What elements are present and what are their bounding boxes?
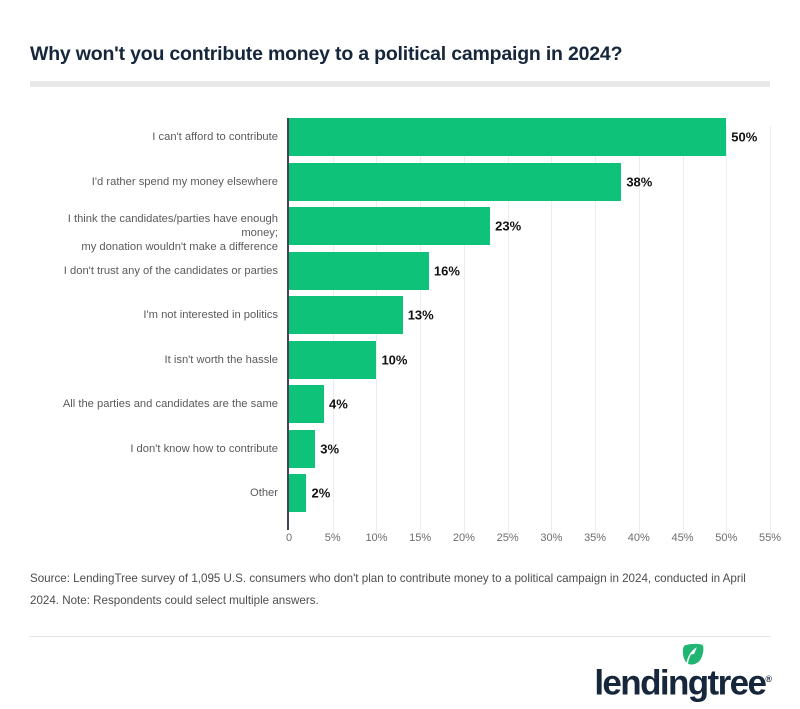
gridline	[595, 126, 597, 538]
bar-row: I don't know how to contribute 3%	[30, 429, 770, 468]
bar	[289, 207, 491, 245]
bar-category-label: Other	[250, 487, 278, 499]
bar	[289, 162, 622, 201]
x-axis-tick-label: 55%	[758, 532, 782, 544]
bar-row: I can't afford to contribute 50%	[30, 118, 770, 156]
bar	[289, 118, 727, 156]
x-axis-tick-label: 25%	[496, 532, 519, 544]
bar-value-label: 4%	[328, 396, 348, 412]
leaf-icon	[683, 644, 704, 665]
bar-value-label: 10%	[381, 352, 408, 367]
x-axis-tick-label: 0	[285, 532, 293, 544]
registered-mark: ®	[765, 674, 772, 685]
x-axis-tick-label: 50%	[715, 532, 738, 544]
bar-value-label: 2%	[311, 485, 331, 501]
gridline	[551, 126, 553, 538]
gridline	[770, 126, 771, 538]
bar-row: All the parties and candidates are the s…	[30, 385, 770, 423]
gridline	[682, 126, 684, 538]
page-title: Why won't you contribute money to a poli…	[30, 43, 623, 65]
bar-category-label: I don't know how to contribute	[130, 442, 278, 455]
x-axis: 0 5% 10% 15% 20% 25% 30% 35% 40% 45% 50% 55%	[30, 530, 781, 552]
bar-container: 38%	[289, 162, 652, 201]
bar-container: 50%	[289, 118, 757, 156]
bar-category-label: I'd rather spend my money elsewhere	[91, 175, 278, 188]
bar-chart: I can't afford to contribute 50% I'd rathe…	[30, 110, 781, 545]
gridline	[507, 126, 509, 538]
bar	[289, 340, 377, 379]
bar	[289, 385, 324, 423]
gridline	[420, 126, 422, 538]
bar-row: Other 2%	[30, 474, 770, 512]
logo-wordmark: lendingtree®	[594, 644, 772, 703]
x-axis-tick-label: 40%	[627, 532, 650, 544]
x-axis-tick-label: 10%	[365, 532, 388, 544]
bar-container: 4%	[289, 385, 348, 423]
x-axis-tick-label: 45%	[671, 532, 694, 544]
x-axis-tick-label: 5%	[324, 532, 341, 544]
bar-container: 2%	[289, 474, 330, 512]
x-axis-tick-label: 30%	[540, 532, 563, 544]
logo-text: lendingtree	[594, 664, 767, 703]
bar-value-label: 50%	[731, 129, 758, 145]
bar-row: I don't trust any of the candidates or p…	[30, 251, 770, 290]
bar-category-label: I can't afford to contribute	[152, 131, 278, 143]
footer-divider	[30, 636, 770, 637]
x-axis-tick-label: 15%	[409, 532, 432, 544]
bar	[289, 296, 403, 334]
bar-value-label: 23%	[495, 218, 522, 234]
bar-container: 16%	[289, 251, 460, 290]
bar	[289, 429, 316, 468]
bar-container: 10%	[289, 340, 407, 379]
lendingtree-logo: lendingtree®	[594, 644, 772, 703]
bar-category-label: All the parties and candidates are the s…	[62, 398, 278, 410]
bar-value-label: 13%	[407, 307, 434, 323]
bar-value-label: 3%	[320, 441, 340, 456]
bar-row: I'm not interested in politics 13%	[30, 296, 770, 334]
gridline	[726, 126, 728, 538]
bar	[289, 251, 429, 290]
bar-value-label: 16%	[433, 263, 460, 278]
bar-value-label: 38%	[626, 174, 653, 189]
bar-category-label: I think the candidates/parties have enou…	[67, 213, 278, 253]
title-divider	[30, 81, 770, 87]
x-axis-tick-label: 20%	[452, 532, 475, 544]
bar-category-label: I don't trust any of the candidates or p…	[63, 264, 278, 277]
y-axis-line	[287, 118, 289, 530]
x-axis-tick-label: 35%	[584, 532, 607, 544]
bar-row: It isn't worth the hassle 10%	[30, 340, 770, 379]
bar-category-label: It isn't worth the hassle	[164, 353, 278, 366]
bar-rows: I can't afford to contribute 50% I'd rathe…	[30, 110, 770, 522]
bar-row: I'd rather spend my money elsewhere 38%	[30, 162, 770, 201]
bar-container: 23%	[289, 207, 521, 245]
gridline	[463, 126, 465, 538]
bar	[289, 474, 307, 512]
source-note: Source: LendingTree survey of 1,095 U.S.…	[30, 572, 746, 607]
bar-row: I think the candidates/parties have enou…	[30, 207, 770, 253]
gridline	[638, 126, 640, 538]
bar-container: 3%	[289, 429, 339, 468]
bar-container: 13%	[289, 296, 434, 334]
bar-category-label: I'm not interested in politics	[143, 309, 278, 321]
